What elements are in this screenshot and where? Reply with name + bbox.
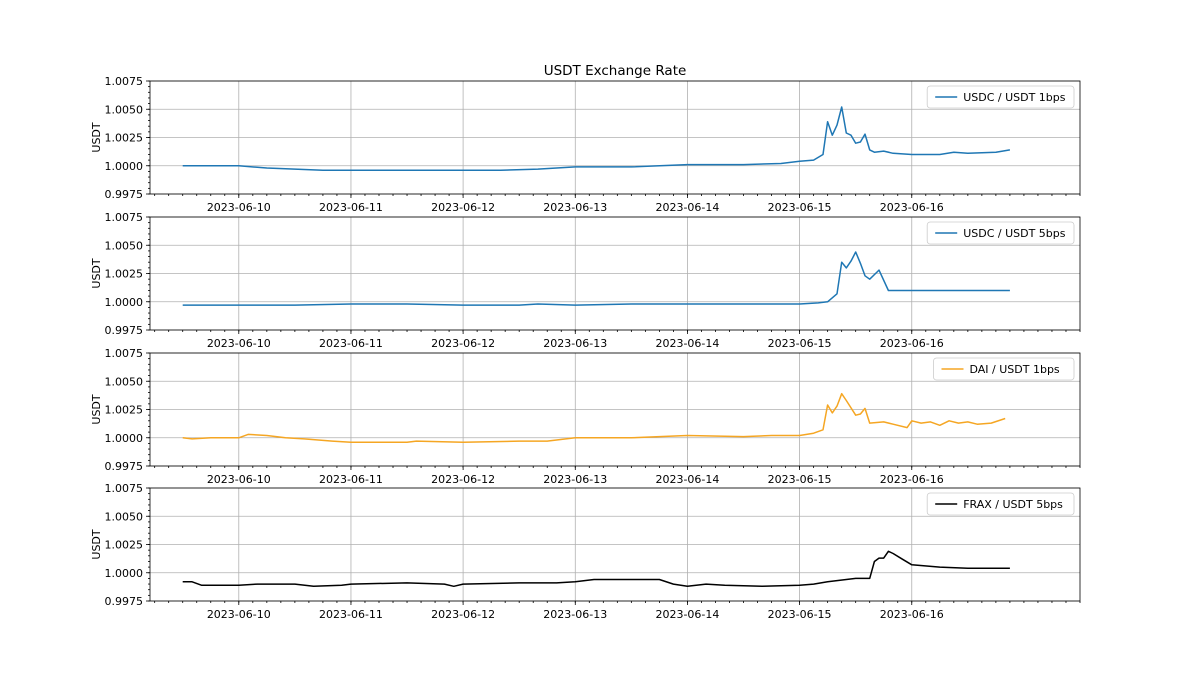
legend: USDC / USDT 5bps	[926, 221, 1075, 245]
y-axis-label: USDT	[90, 394, 103, 425]
x-tick-label: 2023-06-11	[319, 608, 383, 621]
legend-label: DAI / USDT 1bps	[970, 363, 1060, 376]
x-tick-label: 2023-06-10	[207, 337, 271, 350]
legend-box	[933, 357, 1075, 381]
x-tick-label: 2023-06-15	[768, 473, 832, 486]
series-line	[182, 251, 1010, 306]
subplot-3: 2023-06-10 2023-06-11 2023-06-12 2023-06-13…	[90, 347, 1081, 486]
x-tick-label: 2023-06-16	[880, 608, 944, 621]
series-line	[182, 106, 1011, 172]
y-tick-label: 1.0050	[105, 103, 144, 116]
x-tick-label: 2023-06-16	[880, 473, 944, 486]
x-tick-label: 2023-06-11	[319, 337, 383, 350]
x-tick-label: 2023-06-12	[431, 473, 495, 486]
y-tick-label: 1.0025	[105, 539, 144, 552]
y-tick-label: 1.0050	[105, 239, 144, 252]
y-tick-label: 1.0025	[105, 132, 144, 145]
subplot-1: 2023-06-10 2023-06-11 2023-06-12 2023-06-13…	[90, 75, 1081, 214]
legend-label: USDC / USDT 1bps	[963, 91, 1066, 104]
y-tick-label: 1.0000	[105, 160, 144, 173]
series-line	[182, 392, 1006, 444]
y-tick-label: 1.0025	[105, 404, 144, 417]
x-tick-label: 2023-06-12	[431, 201, 495, 214]
y-tick-label: 1.0000	[105, 432, 144, 445]
subplot-2: 2023-06-10 2023-06-11 2023-06-12 2023-06-13…	[90, 211, 1081, 350]
x-tick-label: 2023-06-13	[543, 337, 607, 350]
y-tick-label: 1.0000	[105, 567, 144, 580]
y-tick-label: 1.0050	[105, 510, 144, 523]
legend-box	[926, 221, 1075, 245]
x-tick-label: 2023-06-15	[768, 608, 832, 621]
x-tick-label: 2023-06-15	[768, 337, 832, 350]
x-tick-label: 2023-06-14	[655, 201, 719, 214]
legend-label: USDC / USDT 5bps	[963, 227, 1066, 240]
x-tick-label: 2023-06-12	[431, 608, 495, 621]
y-tick-label: 1.0050	[105, 375, 144, 388]
y-tick-label: 0.9975	[105, 188, 144, 201]
x-tick-label: 2023-06-10	[207, 473, 271, 486]
plot-frame	[149, 216, 1081, 331]
x-tick-label: 2023-06-16	[880, 201, 944, 214]
x-tick-label: 2023-06-11	[319, 201, 383, 214]
legend: FRAX / USDT 5bps	[926, 492, 1075, 516]
series-line	[182, 550, 1010, 588]
y-tick-label: 0.9975	[105, 595, 144, 608]
y-tick-label: 1.0075	[105, 211, 144, 224]
y-tick-label: 1.0000	[105, 296, 144, 309]
x-tick-label: 2023-06-14	[655, 337, 719, 350]
x-tick-label: 2023-06-13	[543, 201, 607, 214]
y-axis-label: USDT	[90, 529, 103, 560]
legend-box	[926, 85, 1075, 109]
legend: DAI / USDT 1bps	[933, 357, 1075, 381]
x-tick-label: 2023-06-13	[543, 473, 607, 486]
x-tick-label: 2023-06-12	[431, 337, 495, 350]
y-axis-label: USDT	[90, 122, 103, 153]
subplots: 2023-06-10 2023-06-11 2023-06-12 2023-06-13…	[90, 75, 1081, 621]
y-axis-label: USDT	[90, 258, 103, 289]
legend: USDC / USDT 1bps	[926, 85, 1075, 109]
x-tick-label: 2023-06-16	[880, 337, 944, 350]
subplot-4: 2023-06-10 2023-06-11 2023-06-12 2023-06-13…	[90, 482, 1081, 621]
x-tick-label: 2023-06-10	[207, 201, 271, 214]
x-tick-label: 2023-06-10	[207, 608, 271, 621]
x-tick-label: 2023-06-11	[319, 473, 383, 486]
y-tick-label: 0.9975	[105, 460, 144, 473]
y-tick-label: 1.0075	[105, 347, 144, 360]
x-tick-label: 2023-06-14	[655, 608, 719, 621]
x-tick-label: 2023-06-14	[655, 473, 719, 486]
chart-title: USDT Exchange Rate	[544, 63, 687, 79]
y-tick-label: 1.0075	[105, 75, 144, 88]
y-tick-label: 1.0025	[105, 268, 144, 281]
x-tick-label: 2023-06-13	[543, 608, 607, 621]
legend-box	[926, 492, 1075, 516]
y-tick-label: 0.9975	[105, 324, 144, 337]
plot-frame	[149, 487, 1081, 602]
legend-label: FRAX / USDT 5bps	[963, 498, 1063, 511]
y-tick-label: 1.0075	[105, 482, 144, 495]
plot-frame	[149, 80, 1081, 195]
x-tick-label: 2023-06-15	[768, 201, 832, 214]
plot-frame	[149, 352, 1081, 467]
